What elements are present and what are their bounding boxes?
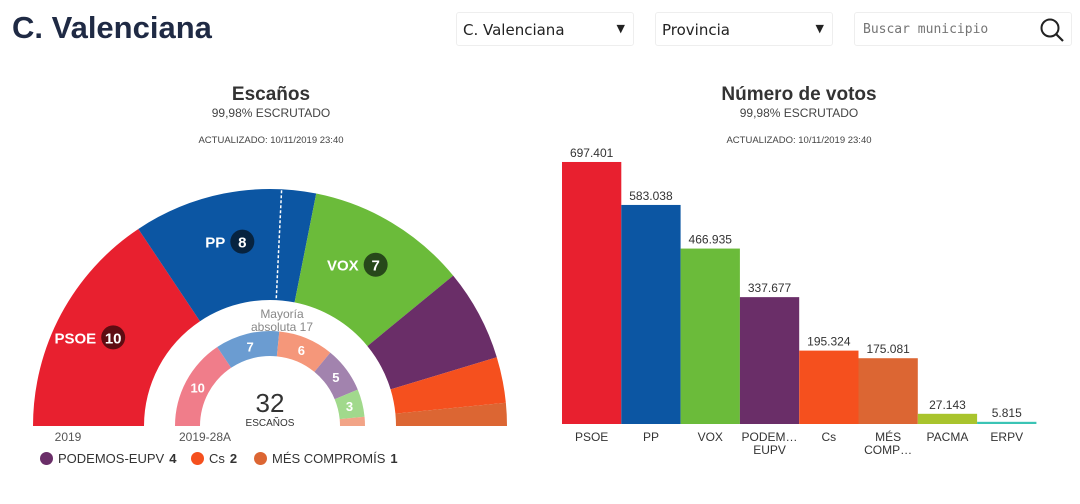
previous-seat-segment [175,347,232,426]
previous-seat-segment [217,331,280,368]
legend-name: Cs [209,451,225,466]
previous-year-label: 2019-28A [179,430,231,444]
dropdown-arrow-icon: ▼ [815,22,824,35]
bar-value-label: 583.038 [629,189,673,203]
seat-count: 7 [371,258,379,275]
category-label: EUPV [753,443,786,457]
category-label: PSOE [575,430,608,444]
bar-value-label: 697.401 [570,146,614,160]
municipality-search[interactable] [854,12,1072,46]
seat-badge [363,252,388,277]
legend-name: PODEMOS-EUPV [58,451,165,466]
bar-0 [562,161,622,424]
category-label: Cs [822,430,837,444]
previous-seat-count: 7 [246,339,253,354]
seat-segment-més compromís [395,402,507,426]
seat-segment-cs [390,357,506,414]
category-label: VOX [698,430,723,444]
legend-item-podemos: PODEMOS-EUPV 4 [40,451,176,466]
province-select[interactable]: Provincia ▼ [655,12,833,46]
seats-scrutiny: 99,98% ESCRUTADO [211,106,331,120]
seat-party-label: PP [205,235,225,252]
dropdown-arrow-icon: ▼ [616,22,625,35]
previous-seat-count: 10 [190,380,204,395]
legend-seats: 4 [169,451,177,466]
bar-value-label: 195.324 [807,335,851,349]
seat-party-label: VOX [327,258,359,275]
search-input[interactable] [863,22,1023,37]
bar-value-label: 466.935 [689,233,733,247]
legend-item-compromis: MÉS COMPROMÍS 1 [254,451,398,466]
total-seats: 32 [256,388,285,418]
region-select-value: C. Valenciana [463,21,565,39]
bar-7 [977,421,1037,424]
legend-seats: 2 [229,451,238,466]
majority-label: Mayoría [260,307,304,321]
legend-dot [191,452,204,465]
legend-dot [40,452,53,465]
province-select-value: Provincia [662,21,730,39]
previous-seat-count: 3 [346,399,353,414]
seat-party-label: PSOE [55,330,97,347]
bar-value-label: 5.815 [992,406,1022,420]
seats-title: Escaños [231,84,311,105]
search-icon[interactable] [1039,17,1065,43]
category-label: PODEM… [742,430,798,444]
year-label: 2019 [55,430,82,444]
seats-header: Escaños 99,98% ESCRUTADO ACTUALIZADO: 10… [121,84,421,146]
bar-1 [621,204,681,424]
category-label: ERPV [990,430,1023,444]
votes-updated: ACTUALIZADO: 10/11/2019 23:40 [726,135,872,146]
seat-badge [101,325,126,350]
seat-count: 10 [105,330,122,347]
previous-seat-count: 5 [332,370,339,385]
seat-badge [230,229,255,254]
seats-updated: ACTUALIZADO: 10/11/2019 23:40 [198,135,344,146]
category-label: PP [643,430,659,444]
votes-scrutiny: 99,98% ESCRUTADO [739,106,859,120]
category-label: PACMA [927,430,969,444]
votes-title: Número de votos [721,84,877,105]
legend-item-cs: Cs 2 [191,451,237,466]
majority-label: absoluta 17 [251,320,313,334]
seat-count: 8 [238,235,246,252]
previous-seat-segment [314,352,358,400]
seat-segment-podemos-eupv [367,275,497,390]
seat-segment-pp [138,189,317,322]
bar-5 [858,358,918,424]
previous-seat-segment [339,416,365,426]
category-label: COMP… [864,443,912,457]
legend-seats: 1 [390,451,398,466]
previous-seat-segment [334,389,365,420]
total-seats-label: ESCAÑOS [246,416,295,429]
bar-value-label: 337.677 [748,281,792,295]
bar-value-label: 27.143 [929,398,966,412]
previous-seat-count: 6 [298,343,305,358]
bar-4 [799,350,859,424]
bar-3 [739,297,800,424]
legend-dot [254,452,267,465]
region-select[interactable]: C. Valenciana ▼ [456,12,634,46]
legend-name: MÉS COMPROMÍS [272,451,386,466]
votes-header: Número de votos 99,98% ESCRUTADO ACTUALI… [649,84,949,146]
bar-value-label: 175.081 [866,342,910,356]
category-label: MÉS [875,429,901,444]
previous-seat-segment [276,331,331,372]
page-title: C. Valenciana [12,10,212,45]
majority-line [275,190,283,299]
bar-6 [917,413,978,424]
bar-2 [680,248,740,424]
